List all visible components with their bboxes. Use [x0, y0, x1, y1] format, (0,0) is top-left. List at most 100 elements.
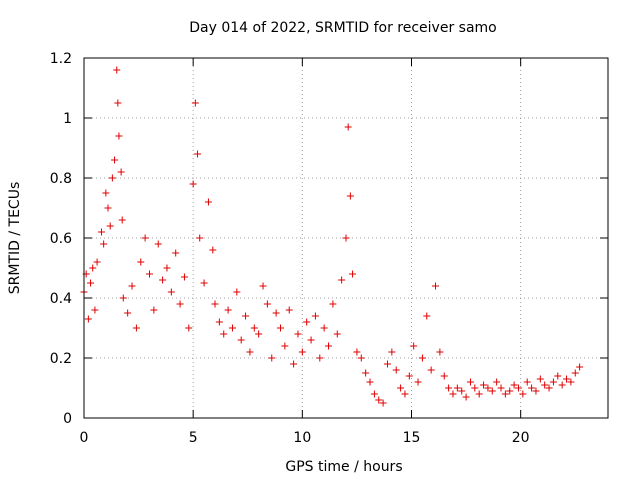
data-point	[471, 384, 479, 392]
data-point	[329, 300, 337, 308]
data-point	[375, 396, 383, 404]
data-point	[220, 330, 228, 338]
x-axis-label: GPS time / hours	[285, 459, 402, 475]
data-point	[344, 123, 352, 131]
data-point	[383, 360, 391, 368]
data-point	[528, 384, 536, 392]
data-point	[410, 342, 418, 350]
data-point	[362, 369, 370, 377]
data-point	[118, 216, 126, 224]
data-point	[224, 306, 232, 314]
data-point	[475, 390, 483, 398]
data-point	[554, 372, 562, 380]
data-point	[501, 390, 509, 398]
data-point	[196, 234, 204, 242]
data-point	[185, 324, 193, 332]
grid	[84, 58, 608, 418]
data-point	[272, 309, 280, 317]
data-point	[453, 384, 461, 392]
data-point	[349, 270, 357, 278]
data-point	[194, 150, 202, 158]
data-point	[357, 354, 365, 362]
y-tick-label: 0.2	[50, 351, 72, 367]
data-point	[100, 240, 108, 248]
data-point	[519, 390, 527, 398]
data-point	[180, 273, 188, 281]
data-point	[246, 348, 254, 356]
data-point	[346, 192, 354, 200]
data-point	[333, 330, 341, 338]
data-point	[342, 234, 350, 242]
data-point	[87, 279, 95, 287]
data-point	[215, 318, 223, 326]
x-tick-labels: 0 5 10 15 20	[80, 430, 530, 446]
data-point	[89, 264, 97, 272]
data-point	[445, 384, 453, 392]
data-point	[563, 375, 571, 383]
data-point	[146, 270, 153, 278]
data-point	[514, 384, 522, 392]
data-point	[307, 336, 315, 344]
data-point	[115, 132, 123, 140]
chart-title: Day 014 of 2022, SRMTID for receiver sam…	[189, 20, 497, 36]
data-point	[200, 279, 208, 287]
data-point	[392, 366, 400, 374]
data-point	[432, 282, 440, 290]
data-point	[316, 354, 324, 362]
data-point	[237, 336, 245, 344]
data-point	[440, 372, 448, 380]
data-point	[150, 306, 158, 314]
data-point	[458, 387, 466, 395]
data-point	[523, 378, 531, 386]
data-point	[242, 312, 250, 320]
data-point	[549, 378, 557, 386]
data-point	[189, 180, 197, 188]
data-point	[167, 288, 175, 296]
data-point	[119, 294, 127, 302]
data-point	[571, 369, 579, 377]
data-point	[493, 378, 501, 386]
data-point	[567, 378, 575, 386]
data-point	[449, 390, 457, 398]
data-point	[497, 384, 505, 392]
x-tick-label: 20	[512, 430, 530, 446]
data-point	[353, 348, 361, 356]
y-tick-label: 1.2	[50, 51, 72, 67]
y-tick-label: 0.8	[50, 171, 72, 187]
data-point	[124, 309, 132, 317]
data-point	[106, 222, 114, 230]
data-point	[111, 156, 119, 164]
data-point	[466, 378, 474, 386]
data-point	[558, 381, 566, 389]
data-point	[250, 324, 258, 332]
data-point	[84, 315, 92, 323]
data-point	[108, 174, 116, 182]
data-point	[114, 99, 122, 107]
data-point	[418, 354, 426, 362]
data-point	[303, 318, 311, 326]
data-point	[436, 348, 444, 356]
data-point	[576, 363, 584, 371]
data-point	[259, 282, 267, 290]
data-point	[405, 372, 413, 380]
data-point	[298, 348, 306, 356]
data-point	[488, 387, 496, 395]
y-tick-label: 0.4	[50, 291, 72, 307]
y-tick-labels: 0 0.2 0.4 0.6 0.8 1 1.2	[50, 51, 72, 427]
data-point	[117, 168, 125, 176]
data-point	[93, 258, 101, 266]
data-point	[154, 240, 162, 248]
data-point	[480, 381, 488, 389]
data-point	[311, 312, 319, 320]
data-point	[484, 384, 492, 392]
data-point	[338, 276, 346, 284]
y-tick-label: 0	[63, 411, 72, 427]
y-axis-label: SRMTID / TECUs	[7, 182, 23, 295]
data-point	[255, 330, 263, 338]
data-point	[532, 387, 540, 395]
data-point	[545, 384, 553, 392]
data-point	[401, 390, 409, 398]
data-points	[80, 66, 584, 407]
data-point	[132, 324, 140, 332]
